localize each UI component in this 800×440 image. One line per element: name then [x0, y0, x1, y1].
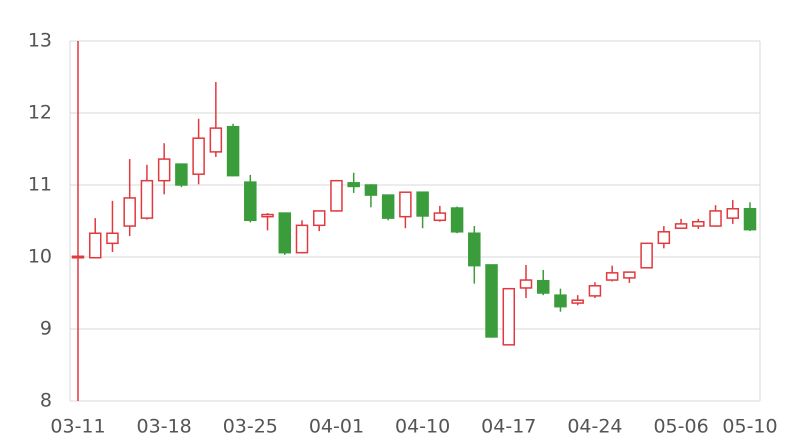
candle-body: [364, 184, 378, 196]
y-tick-label: 8: [40, 390, 52, 412]
candle-body: [278, 212, 292, 254]
candle-body: [623, 271, 636, 279]
candle-body: [88, 232, 102, 259]
candle-body: [226, 125, 240, 177]
candle-body: [709, 210, 722, 227]
candle-body: [261, 213, 274, 218]
x-tick-label: 05-06: [653, 416, 708, 438]
y-tick-label: 9: [40, 318, 52, 340]
y-tick-label: 11: [28, 174, 52, 196]
candle-body: [571, 299, 584, 304]
candle-body: [588, 285, 602, 297]
candle-body: [209, 127, 223, 153]
candle-body: [692, 220, 705, 227]
candle-body: [640, 242, 653, 269]
y-tick-label: 13: [28, 30, 52, 52]
x-tick-label: 03-18: [137, 416, 192, 438]
candle-body: [312, 210, 326, 227]
x-tick-label: 04-24: [567, 416, 622, 438]
candle-body: [123, 197, 136, 227]
candle-body: [244, 181, 257, 222]
x-tick-label: 05-10: [722, 416, 777, 438]
candle-body: [295, 224, 309, 254]
candle-body: [347, 182, 360, 188]
candle-body: [416, 191, 429, 217]
candle-body: [605, 272, 619, 281]
candle-body: [71, 255, 85, 259]
candle-body: [485, 264, 498, 338]
candle-body: [330, 179, 343, 212]
candle-body: [468, 232, 481, 267]
candle-body: [743, 208, 757, 231]
candle-body: [519, 279, 533, 289]
x-tick-label: 04-01: [309, 416, 364, 438]
x-tick-label: 03-11: [50, 416, 105, 438]
candle-body: [536, 280, 550, 294]
candle-body: [502, 287, 516, 346]
candle-body: [674, 223, 688, 229]
candle-body: [450, 207, 464, 233]
y-tick-label: 12: [28, 102, 52, 124]
x-tick-label: 04-17: [481, 416, 536, 438]
candle-body: [433, 212, 447, 222]
y-tick-label: 10: [28, 246, 52, 268]
candle-body: [106, 232, 119, 245]
candle-body: [175, 163, 188, 186]
candle-body: [399, 191, 412, 218]
candle-body: [657, 231, 671, 245]
x-tick-label: 03-25: [223, 416, 278, 438]
candle-body: [192, 137, 205, 175]
x-tick-label: 04-10: [395, 416, 450, 438]
candle-body: [140, 179, 154, 219]
candle-body: [157, 158, 171, 182]
candle-body: [554, 294, 567, 308]
candle-body: [381, 194, 395, 219]
candle-body: [726, 208, 740, 219]
